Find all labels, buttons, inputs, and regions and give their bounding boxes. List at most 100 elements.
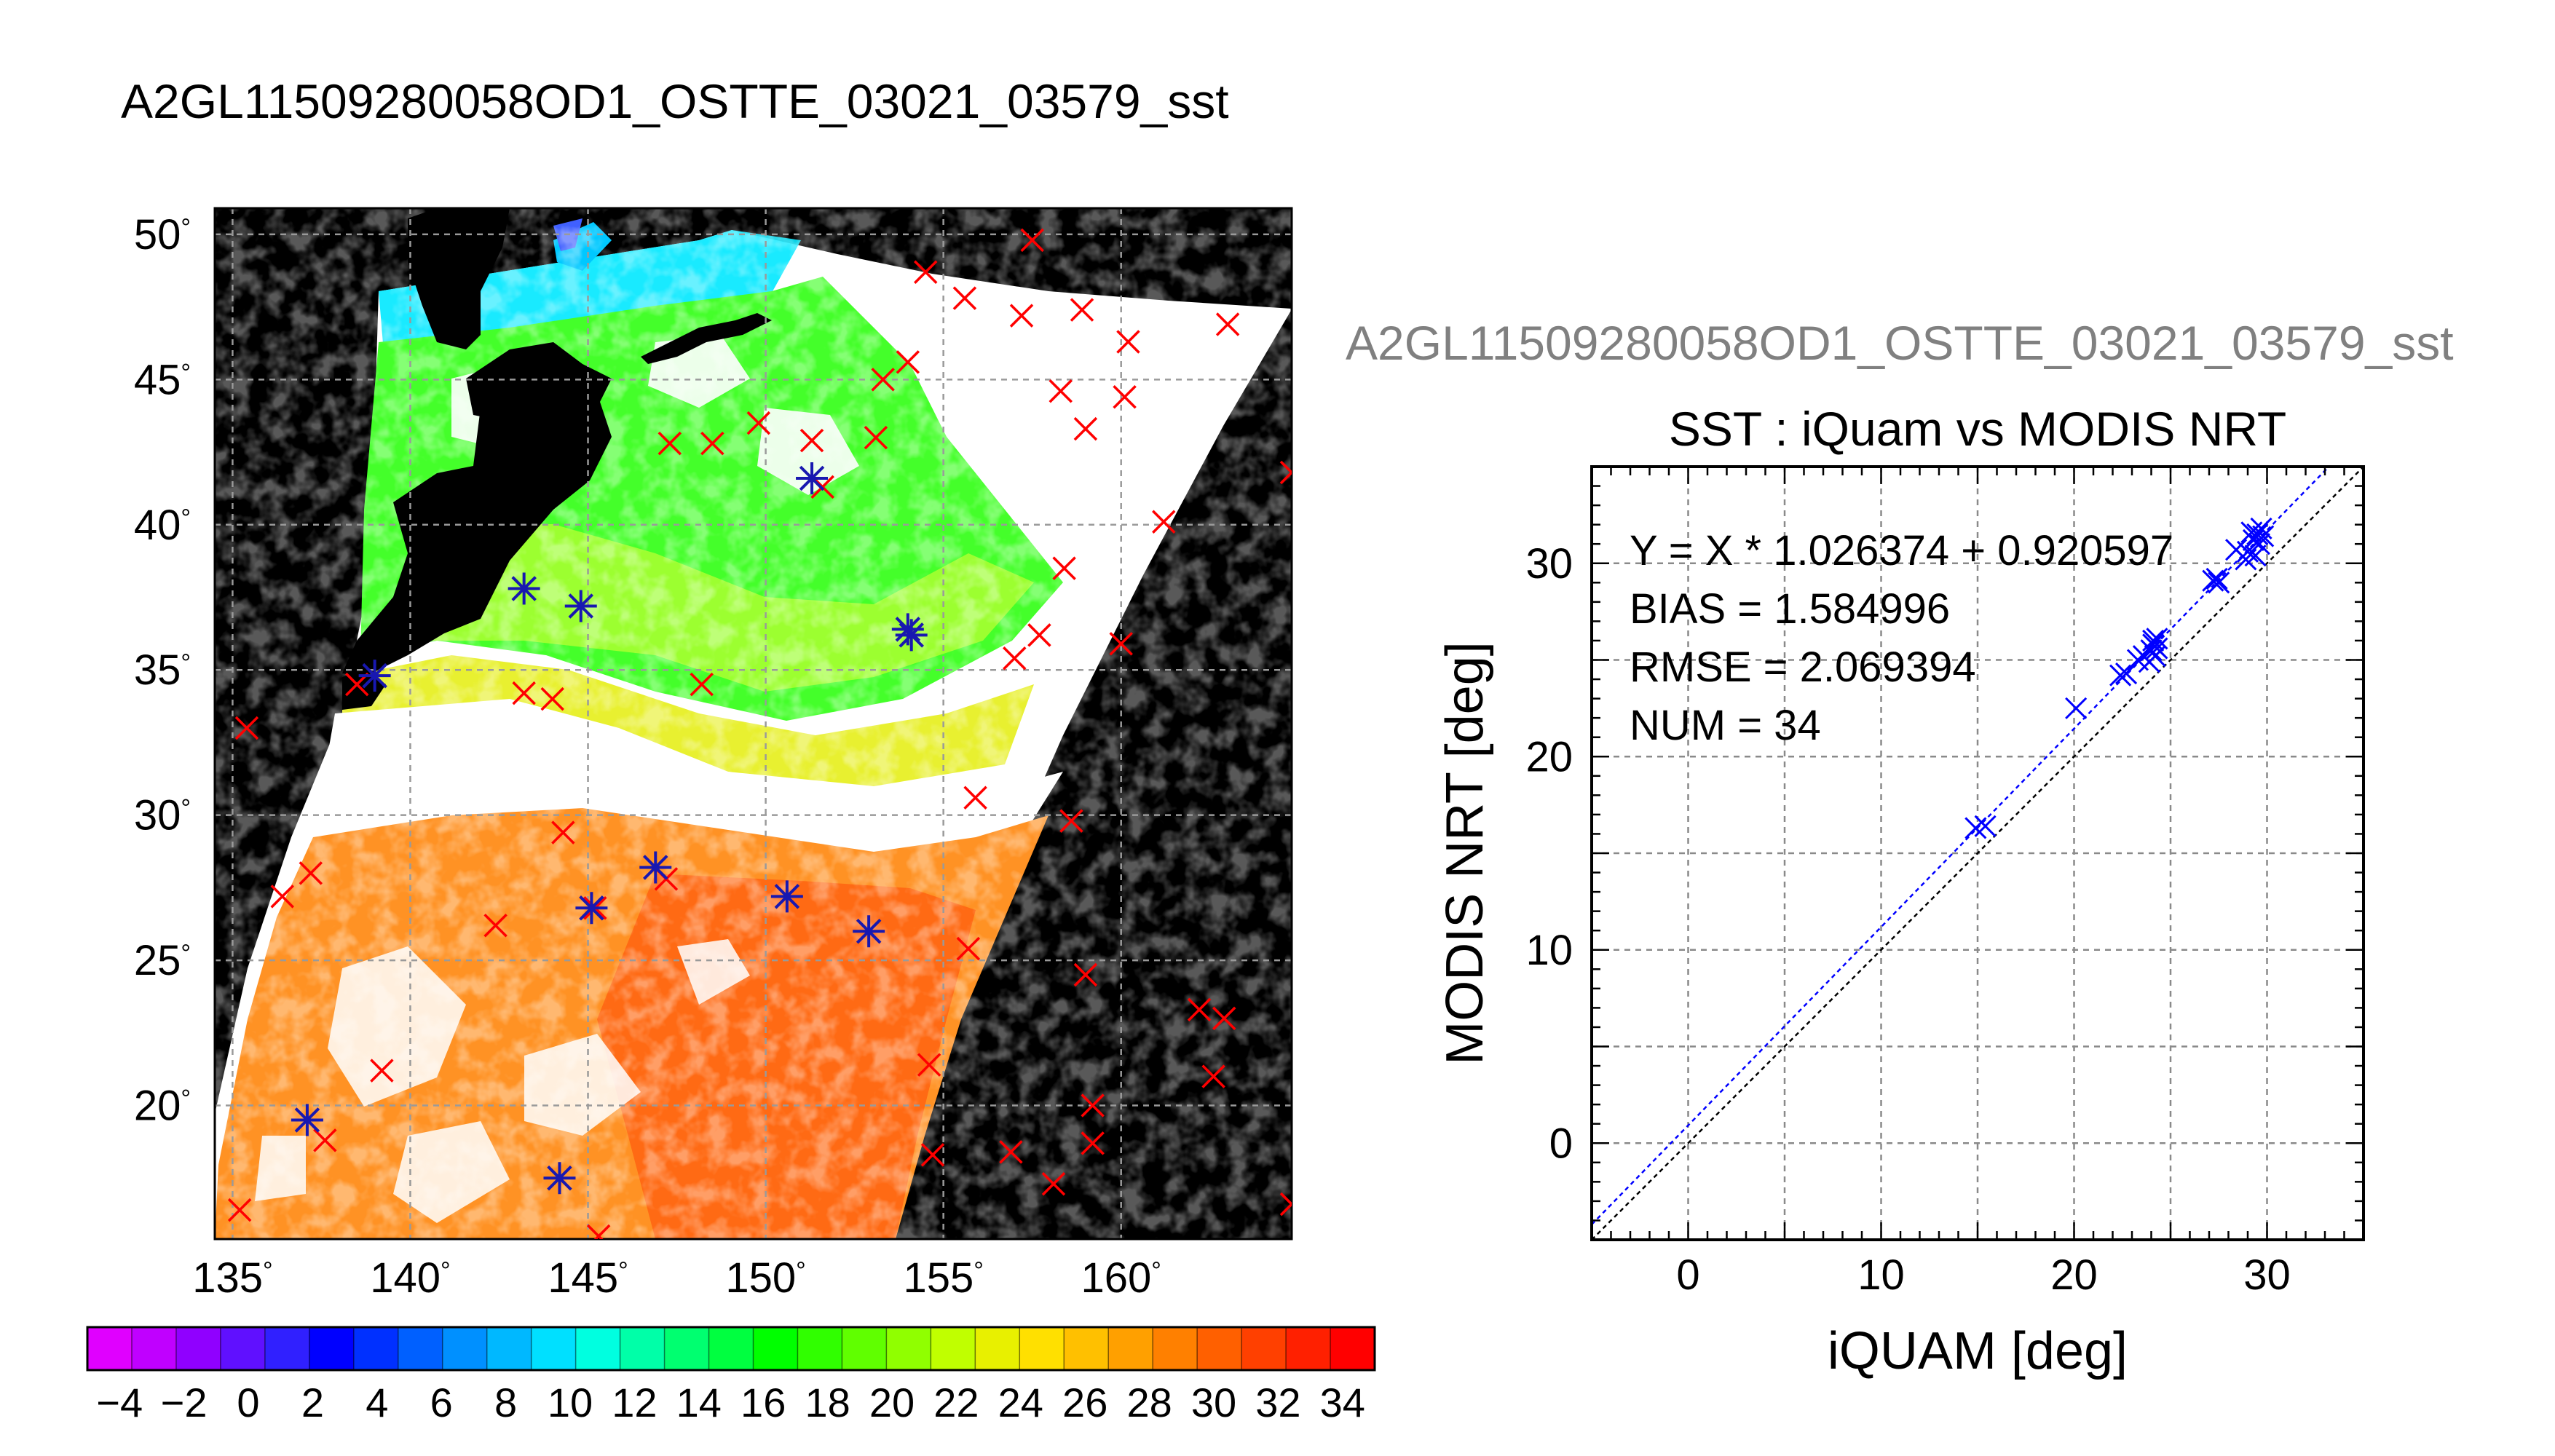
iquam-point-stroke bbox=[370, 1059, 394, 1083]
scatter-point bbox=[2146, 637, 2168, 660]
iquam-point-stroke bbox=[1279, 1202, 1292, 1216]
iquam-point bbox=[920, 1143, 945, 1167]
iquam-point-stroke bbox=[690, 672, 714, 697]
colorbar-swatch bbox=[1108, 1327, 1153, 1370]
iquam-point-stroke bbox=[483, 913, 508, 938]
map-longitude-labels: 135° 140° 145° 150° 155° 160° bbox=[192, 1254, 1161, 1302]
scatter-point-stroke bbox=[2246, 523, 2269, 545]
matchup-point bbox=[853, 915, 885, 948]
stats-annotations: Y = X * 1.026374 + 0.920597 BIAS = 1.5849… bbox=[1630, 527, 2173, 749]
colorbar-swatch bbox=[842, 1327, 887, 1370]
x-tick-label: 30 bbox=[2243, 1251, 2291, 1299]
iquam-point-stroke bbox=[864, 425, 888, 450]
iquam-point-stroke bbox=[1212, 1006, 1236, 1031]
degree-symbol: ° bbox=[796, 1257, 806, 1285]
iquam-point-stroke bbox=[746, 411, 771, 435]
matchup-point bbox=[358, 660, 391, 692]
land-sakhalin bbox=[408, 208, 510, 349]
scatter-plot: 0 10 20 30 0 10 20 30 Y = X * 1.026374 + 0.9205… bbox=[1436, 465, 2365, 1380]
colorbar-frame bbox=[86, 1326, 1376, 1372]
lat-tick-value: 50 bbox=[134, 211, 181, 258]
iquam-point bbox=[999, 1140, 1023, 1164]
scatter-point bbox=[2146, 628, 2168, 650]
iquam-point-stroke bbox=[657, 431, 682, 456]
matchup-point bbox=[291, 1104, 323, 1136]
iquam-point-stroke bbox=[227, 1198, 252, 1222]
iquam-point-stroke bbox=[1003, 646, 1027, 670]
iquam-point-stroke bbox=[1201, 1064, 1225, 1088]
matchup-point bbox=[895, 619, 928, 652]
colorbar-swatch bbox=[753, 1327, 799, 1370]
iquam-point-stroke bbox=[799, 428, 824, 453]
degree-symbol: ° bbox=[181, 505, 191, 532]
iquam-point bbox=[1152, 510, 1176, 534]
colorbar-swatch bbox=[442, 1327, 488, 1370]
iquam-point bbox=[270, 885, 294, 909]
lat-tick-value: 40 bbox=[134, 502, 181, 549]
colorbar-swatch bbox=[309, 1327, 355, 1370]
secondary-title: A2GL11509280058OD1_OSTTE_03021_03579_sst bbox=[1346, 316, 2454, 370]
scatter-point-stroke bbox=[2244, 545, 2267, 567]
colorbar-tick-label: 0 bbox=[237, 1380, 259, 1425]
scatter-point-stroke bbox=[2146, 628, 2168, 650]
colorbar-swatch bbox=[220, 1327, 266, 1370]
lon-tick-label: 150° bbox=[725, 1254, 805, 1302]
iquam-point bbox=[1279, 1192, 1292, 1216]
scatter-point bbox=[2244, 545, 2267, 567]
iquam-point bbox=[1070, 298, 1094, 322]
colorbar-tick-label: 16 bbox=[741, 1380, 786, 1425]
lon-tick-value: 160 bbox=[1081, 1254, 1152, 1302]
matchup-point bbox=[564, 590, 597, 622]
colorbar-tick-label: −4 bbox=[96, 1380, 143, 1425]
iquam-point-stroke bbox=[952, 286, 977, 310]
map-frame bbox=[213, 207, 1293, 1241]
iquam-point bbox=[1113, 385, 1137, 409]
colorbar-swatch bbox=[1197, 1327, 1242, 1370]
y-tick-label: 30 bbox=[1525, 540, 1573, 587]
matchup-point-stroke bbox=[895, 617, 921, 642]
colorbar-tick-label: 18 bbox=[805, 1380, 850, 1425]
scatter-point bbox=[2109, 664, 2132, 687]
matchup-point-stroke bbox=[511, 576, 537, 601]
matchup-point-stroke bbox=[568, 593, 594, 619]
iquam-point bbox=[1201, 1064, 1225, 1088]
colorbar-swatch bbox=[886, 1327, 931, 1370]
iquam-point bbox=[746, 411, 771, 435]
iquam-point bbox=[551, 820, 575, 844]
iquam-point-stroke bbox=[1116, 330, 1140, 354]
lat-tick-label: 25° bbox=[134, 937, 191, 984]
matchup-point-stroke bbox=[799, 465, 825, 491]
iquam-point bbox=[512, 681, 536, 705]
lon-tick-label: 145° bbox=[548, 1254, 628, 1302]
y-tick-label: 10 bbox=[1525, 927, 1573, 974]
lon-tick-value: 135 bbox=[192, 1254, 263, 1302]
colorbar-swatch bbox=[353, 1327, 399, 1370]
colorbar-swatch bbox=[175, 1327, 221, 1370]
matchup-point-stroke bbox=[547, 1165, 572, 1191]
scatter-point bbox=[2208, 571, 2230, 594]
iquam-point-stroke bbox=[1020, 228, 1044, 253]
regression-line bbox=[1592, 467, 2331, 1225]
colorbar-tick-label: 26 bbox=[1062, 1380, 1107, 1425]
map-gridlines bbox=[215, 208, 1292, 1239]
colorbar-swatch bbox=[1286, 1327, 1331, 1370]
scatter-point-stroke bbox=[1964, 817, 1987, 839]
scatter-point-stroke bbox=[2250, 517, 2272, 540]
matchup-point-stroke bbox=[579, 895, 604, 921]
iquam-point bbox=[700, 431, 724, 456]
scatter-point bbox=[2250, 517, 2272, 540]
colorbar-swatch bbox=[87, 1327, 133, 1370]
colorbar-tick-label: 4 bbox=[366, 1380, 388, 1425]
scatter-point bbox=[1964, 817, 1987, 839]
x-tick-label: 20 bbox=[2050, 1251, 2098, 1299]
iquam-point-stroke bbox=[700, 431, 724, 456]
iquam-point-stroke bbox=[1070, 298, 1094, 322]
scatter-point bbox=[1974, 815, 1997, 837]
iquam-point-stroke bbox=[551, 820, 575, 844]
iquam-point bbox=[1279, 460, 1292, 485]
speckle-texture bbox=[215, 208, 1292, 1239]
colorbar-tick-label: 6 bbox=[430, 1380, 453, 1425]
iquam-point bbox=[586, 1224, 611, 1239]
degree-symbol: ° bbox=[181, 649, 191, 677]
